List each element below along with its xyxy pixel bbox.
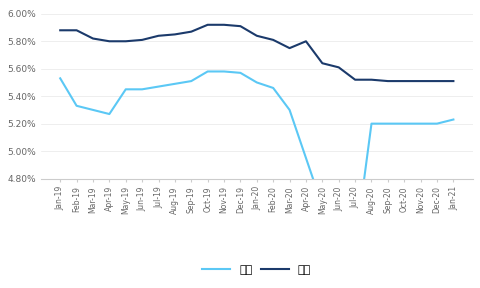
首套 — [418, 122, 423, 125]
首套 — [320, 204, 325, 208]
首套 — [221, 70, 227, 73]
二套 — [238, 24, 243, 28]
首套 — [254, 81, 260, 84]
首套 — [451, 118, 456, 121]
首套 — [188, 79, 194, 83]
首套 — [401, 122, 407, 125]
二套 — [188, 30, 194, 33]
首套 — [74, 104, 80, 107]
首套 — [352, 245, 358, 249]
二套 — [401, 79, 407, 83]
二套 — [90, 37, 96, 40]
Legend: 首套, 二套: 首套, 二套 — [198, 261, 316, 279]
首套 — [107, 112, 112, 116]
Line: 二套: 二套 — [60, 25, 454, 81]
首套 — [287, 108, 292, 112]
二套 — [254, 34, 260, 37]
二套 — [57, 29, 63, 32]
二套 — [385, 79, 391, 83]
二套 — [352, 78, 358, 82]
首套 — [238, 71, 243, 75]
首套 — [434, 122, 440, 125]
二套 — [74, 29, 80, 32]
二套 — [303, 39, 309, 43]
二套 — [107, 39, 112, 43]
首套 — [303, 156, 309, 160]
二套 — [270, 38, 276, 42]
首套 — [385, 122, 391, 125]
二套 — [123, 39, 129, 43]
首套 — [336, 239, 342, 242]
首套 — [123, 88, 129, 91]
首套 — [205, 70, 211, 73]
二套 — [434, 79, 440, 83]
二套 — [172, 33, 178, 36]
二套 — [221, 23, 227, 26]
二套 — [336, 66, 342, 69]
首套 — [172, 82, 178, 86]
二套 — [369, 78, 374, 82]
二套 — [418, 79, 423, 83]
首套 — [90, 108, 96, 112]
首套 — [270, 86, 276, 90]
二套 — [156, 34, 161, 37]
二套 — [139, 38, 145, 42]
首套 — [369, 122, 374, 125]
首套 — [156, 85, 161, 88]
二套 — [320, 62, 325, 65]
二套 — [205, 23, 211, 26]
首套 — [139, 88, 145, 91]
Line: 首套: 首套 — [60, 71, 454, 247]
二套 — [451, 79, 456, 83]
首套 — [57, 77, 63, 80]
二套 — [287, 46, 292, 50]
